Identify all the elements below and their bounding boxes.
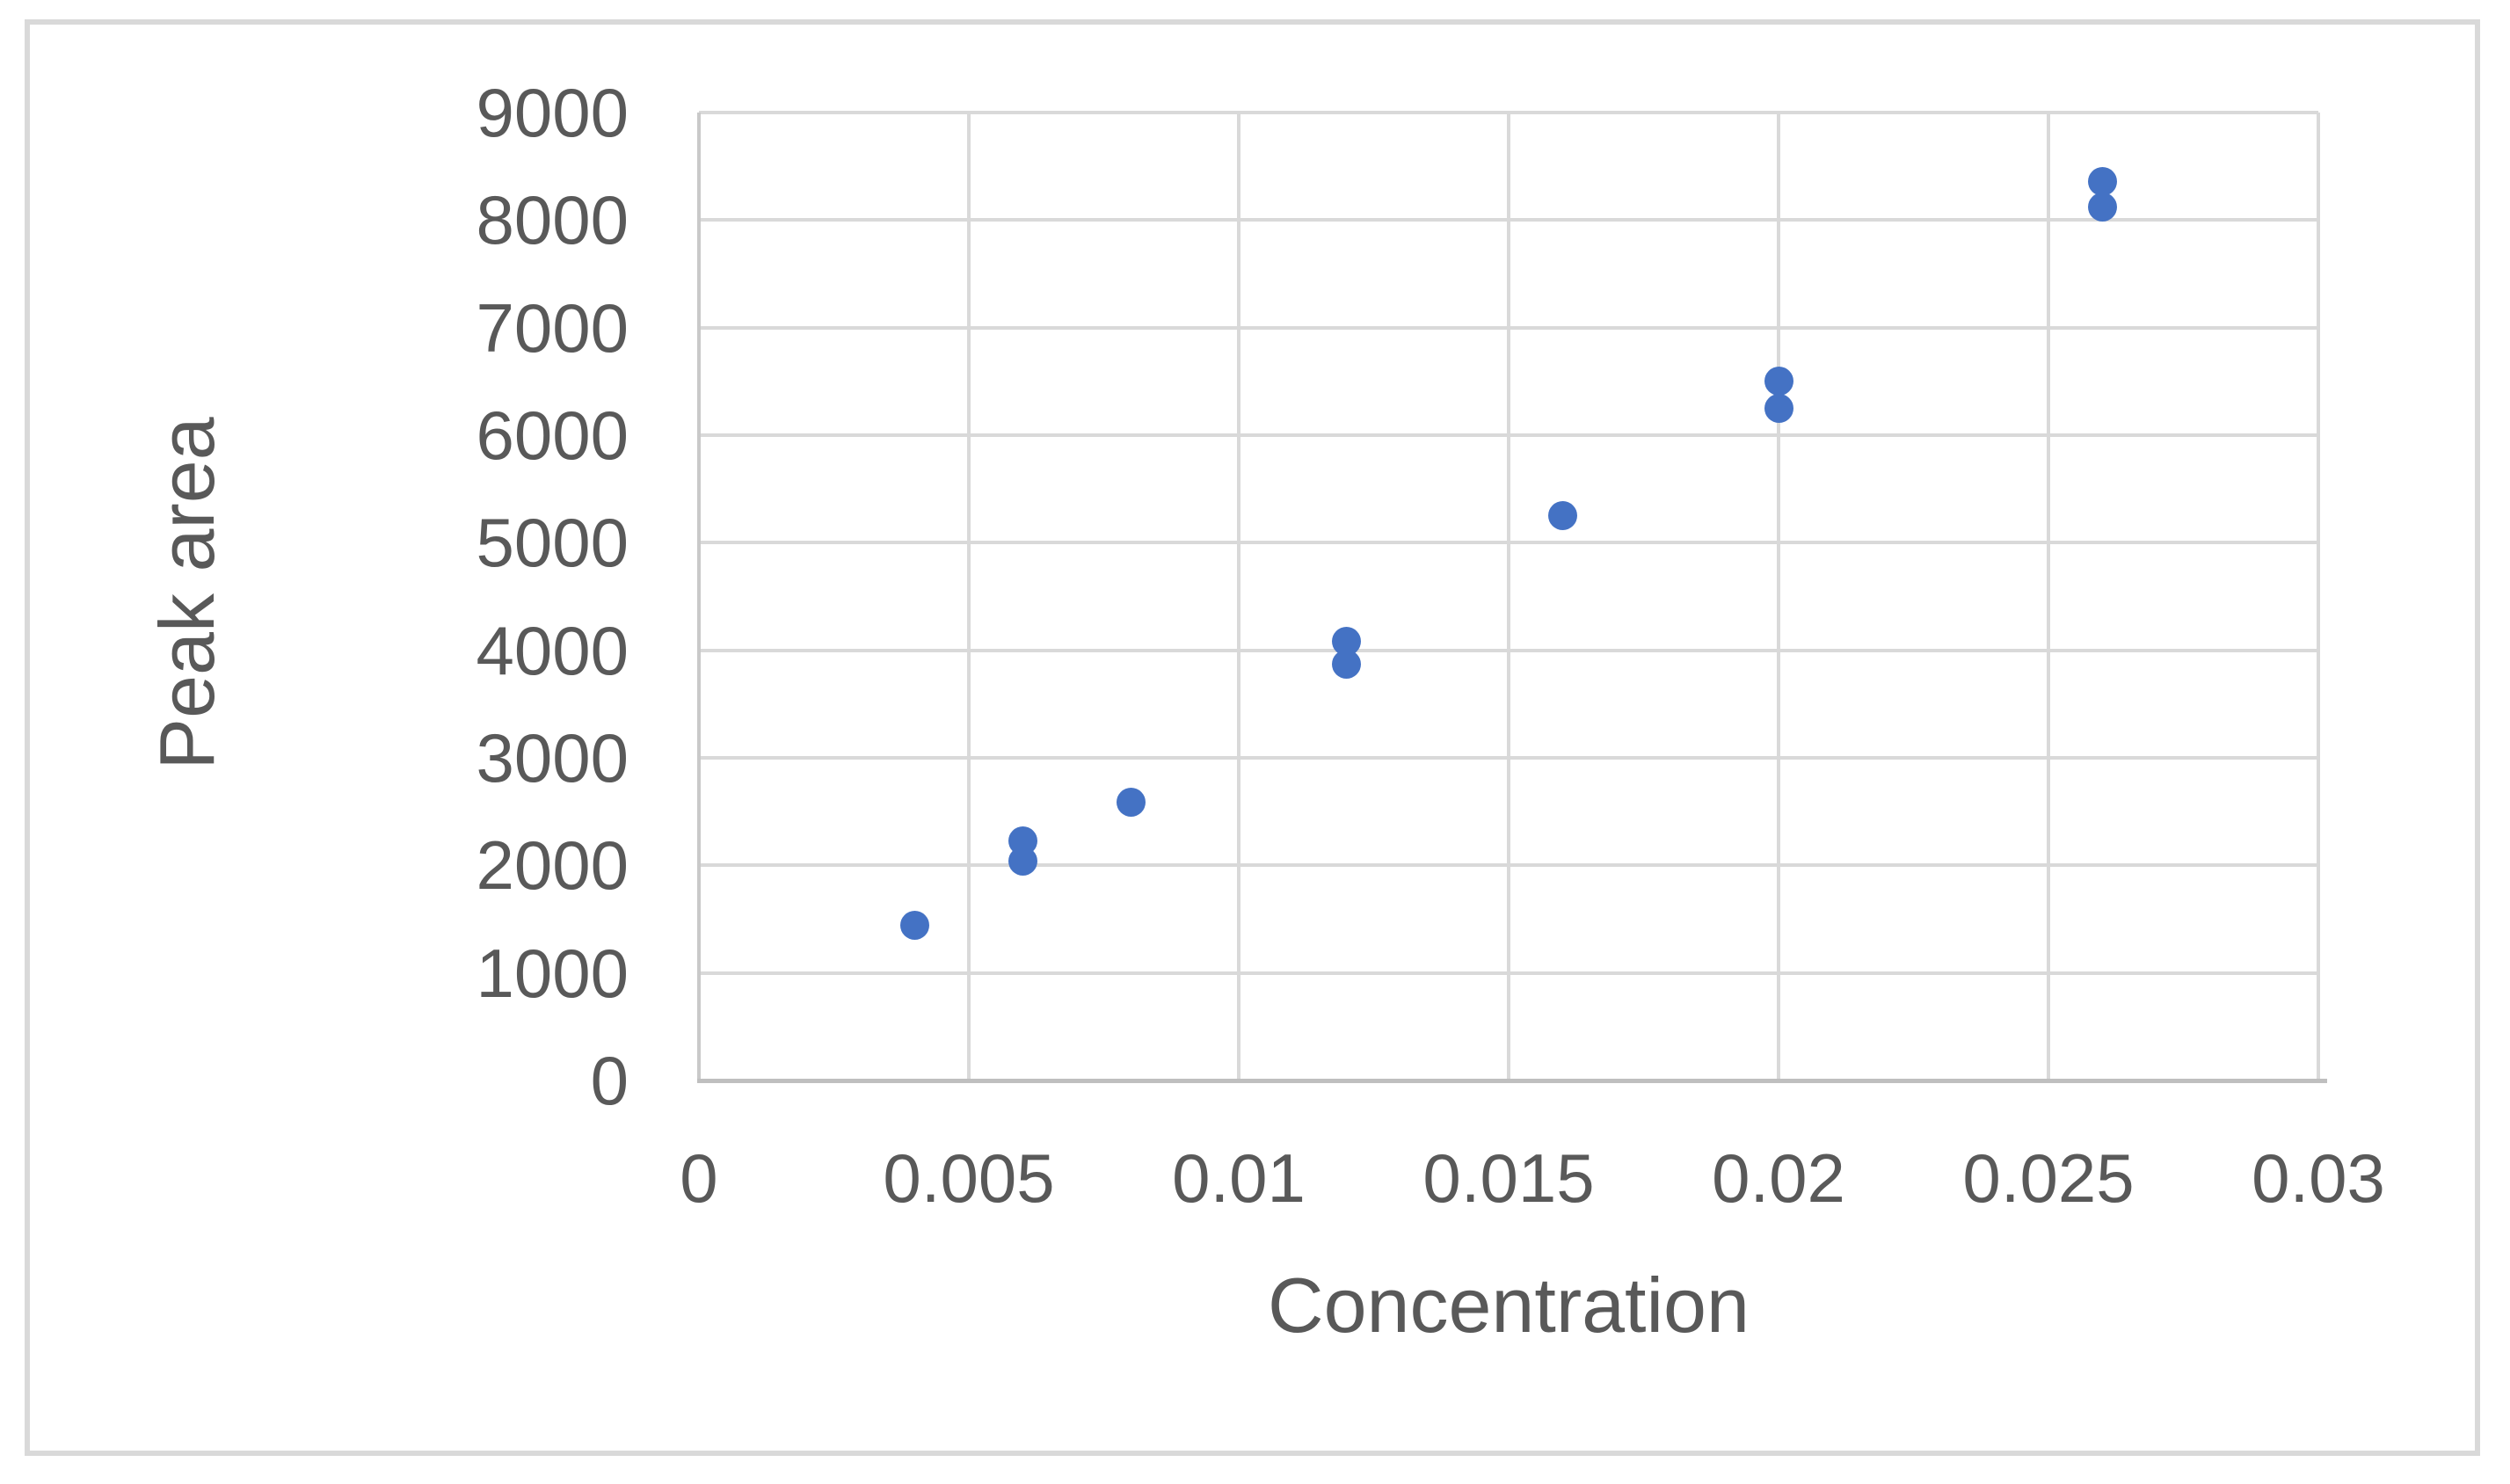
x-tick-label-0.03: 0.03 — [2252, 1139, 2385, 1217]
gridline-x-0.005 — [967, 113, 971, 1080]
x-tick-label-0.025: 0.025 — [1962, 1139, 2135, 1217]
y-tick-label-1000: 1000 — [476, 934, 629, 1012]
y-tick-label-4000: 4000 — [476, 611, 629, 689]
x-tick-label-0.02: 0.02 — [1712, 1139, 1845, 1217]
y-tick-label-0: 0 — [590, 1042, 629, 1119]
x-axis-line — [697, 1079, 2327, 1083]
y-tick-label-2000: 2000 — [476, 826, 629, 905]
gridline-x-0.02 — [1777, 113, 1780, 1080]
y-axis-title: Peak area — [143, 417, 230, 770]
data-point — [1116, 787, 1146, 817]
y-tick-label-9000: 9000 — [476, 74, 629, 151]
data-point — [1764, 393, 1793, 423]
figure-border — [25, 19, 2480, 1456]
x-axis-title: Concentration — [1268, 1262, 1750, 1349]
y-tick-label-3000: 3000 — [476, 719, 629, 797]
data-point — [2087, 166, 2117, 196]
data-point — [1332, 650, 1362, 680]
x-tick-label-0.015: 0.015 — [1422, 1139, 1595, 1217]
y-tick-label-7000: 7000 — [476, 288, 629, 367]
y-tick-label-8000: 8000 — [476, 181, 629, 259]
gridline-x-0.03 — [2317, 113, 2320, 1080]
y-tick-label-5000: 5000 — [476, 504, 629, 582]
data-point — [2087, 193, 2117, 222]
x-tick-label-0.01: 0.01 — [1172, 1139, 1306, 1217]
gridline-x-0.025 — [2047, 113, 2050, 1080]
x-tick-label-0.005: 0.005 — [883, 1139, 1055, 1217]
plot-area — [699, 113, 2318, 1080]
gridline-x-0.015 — [1507, 113, 1510, 1080]
y-axis-line — [697, 113, 701, 1080]
data-point — [1547, 501, 1577, 531]
data-point — [900, 911, 930, 941]
x-tick-label-0: 0 — [680, 1139, 718, 1217]
gridline-x-0.01 — [1237, 113, 1240, 1080]
data-point — [1764, 367, 1793, 396]
data-point — [1008, 846, 1037, 876]
y-tick-label-6000: 6000 — [476, 396, 629, 474]
